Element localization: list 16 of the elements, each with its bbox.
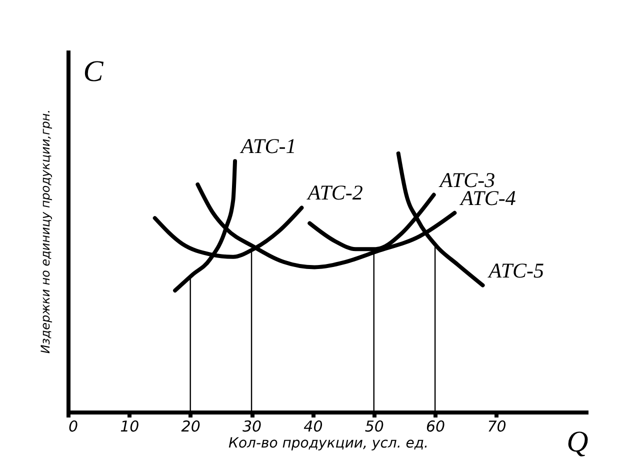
x-tick-label: 0: [68, 418, 78, 436]
series-label: ATC-1: [239, 134, 296, 158]
text: C: [83, 55, 104, 88]
x-tick-label: 20: [181, 418, 200, 436]
x-tick-label: 50: [364, 418, 384, 436]
x-axis-title: Кол-во продукции, усл. ед.: [228, 436, 428, 452]
series-label: ATC-5: [486, 258, 544, 282]
series-label: ATC-3: [438, 168, 496, 192]
x-tick-label: 70: [487, 418, 506, 436]
x-tick-label: 10: [120, 418, 140, 436]
series-label: ATC-2: [306, 180, 364, 205]
x-tick-label: 60: [426, 418, 446, 436]
x-tick-label: 30: [242, 418, 262, 436]
x-tick-label: 40: [304, 418, 323, 436]
y-axis-title: Издержки но единицу продукции,грн.: [38, 109, 52, 354]
text: Q: [566, 426, 589, 459]
